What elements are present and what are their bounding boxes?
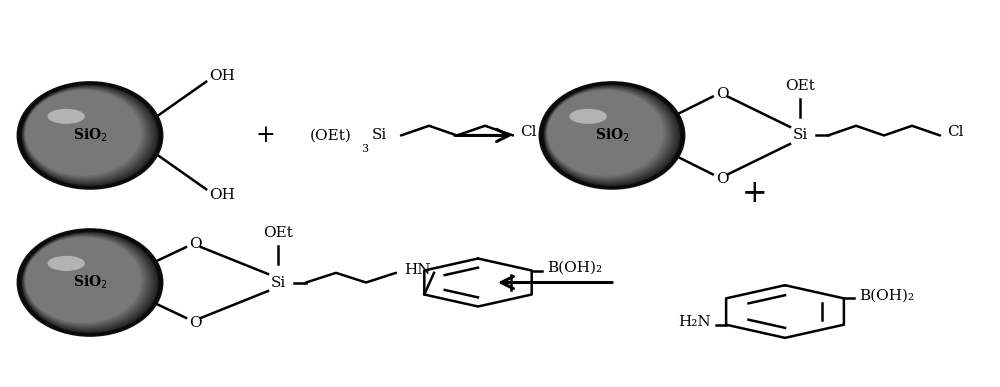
Ellipse shape [24, 88, 149, 180]
Ellipse shape [25, 89, 144, 178]
Ellipse shape [24, 235, 147, 326]
Text: H₂N: H₂N [678, 315, 711, 329]
Text: +: + [742, 178, 768, 209]
Ellipse shape [545, 86, 677, 184]
Ellipse shape [23, 86, 155, 184]
Ellipse shape [17, 81, 163, 190]
Text: O: O [189, 238, 202, 252]
Text: Cl: Cl [947, 125, 964, 139]
Text: SiO$_2$: SiO$_2$ [595, 127, 629, 144]
Ellipse shape [539, 81, 685, 190]
Ellipse shape [545, 87, 675, 183]
Ellipse shape [544, 86, 678, 185]
Ellipse shape [25, 90, 141, 176]
Text: O: O [189, 315, 202, 329]
Ellipse shape [24, 235, 150, 328]
Text: SiO$_2$: SiO$_2$ [73, 127, 107, 144]
Ellipse shape [24, 236, 146, 325]
Ellipse shape [25, 237, 141, 323]
Text: O: O [716, 172, 728, 186]
Ellipse shape [22, 233, 156, 332]
Ellipse shape [23, 233, 155, 331]
Ellipse shape [24, 88, 147, 179]
Text: OEt: OEt [785, 79, 815, 93]
Ellipse shape [569, 109, 607, 124]
Text: 3: 3 [361, 144, 368, 154]
Ellipse shape [24, 87, 150, 181]
Ellipse shape [23, 234, 152, 329]
Ellipse shape [546, 87, 672, 181]
Ellipse shape [546, 89, 668, 178]
Ellipse shape [546, 88, 669, 179]
Text: HN: HN [404, 263, 431, 277]
Text: (OEt): (OEt) [310, 128, 352, 142]
Ellipse shape [22, 86, 156, 185]
Text: OH: OH [209, 69, 235, 83]
Ellipse shape [22, 85, 158, 186]
Text: B(OH)₂: B(OH)₂ [547, 260, 602, 274]
Ellipse shape [25, 236, 144, 325]
Ellipse shape [547, 90, 665, 176]
Ellipse shape [17, 228, 163, 337]
Ellipse shape [23, 87, 153, 183]
Ellipse shape [544, 85, 680, 186]
Text: Cl: Cl [520, 125, 537, 139]
Text: Si: Si [792, 128, 808, 142]
Ellipse shape [47, 109, 85, 124]
Ellipse shape [25, 90, 143, 176]
Ellipse shape [546, 88, 671, 180]
Ellipse shape [23, 87, 152, 182]
Ellipse shape [545, 87, 674, 182]
Text: +: + [255, 124, 275, 147]
Ellipse shape [25, 237, 143, 324]
Text: Si: Si [270, 276, 286, 289]
Ellipse shape [22, 232, 158, 333]
Text: OEt: OEt [263, 226, 293, 240]
Ellipse shape [23, 234, 153, 330]
Ellipse shape [547, 89, 666, 178]
Text: OH: OH [209, 188, 235, 202]
Text: Si: Si [372, 128, 387, 142]
Text: SiO$_2$: SiO$_2$ [73, 274, 107, 291]
Ellipse shape [24, 235, 149, 327]
Text: B(OH)₂: B(OH)₂ [859, 288, 914, 302]
Ellipse shape [547, 90, 663, 176]
Text: O: O [716, 87, 728, 101]
Ellipse shape [47, 256, 85, 271]
Ellipse shape [24, 89, 146, 178]
